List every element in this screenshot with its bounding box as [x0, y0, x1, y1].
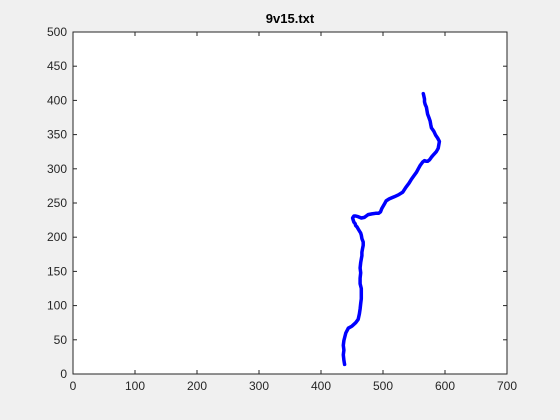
y-tick-label: 0	[60, 367, 67, 381]
x-tick-label: 300	[249, 379, 269, 393]
x-tick-label: 500	[373, 379, 393, 393]
y-tick-label: 150	[47, 264, 67, 278]
x-tick-label: 0	[70, 379, 77, 393]
y-tick-label: 500	[47, 25, 67, 39]
x-tick-label: 100	[125, 379, 145, 393]
y-tick-label: 350	[47, 128, 67, 142]
x-tick-label: 400	[311, 379, 331, 393]
x-tick-label: 700	[497, 379, 517, 393]
chart-title: 9v15.txt	[266, 11, 315, 26]
y-tick-label: 450	[47, 59, 67, 73]
plot-area	[73, 32, 507, 374]
y-tick-label: 300	[47, 162, 67, 176]
series-line-1	[341, 91, 442, 367]
y-tick-label: 400	[47, 93, 67, 107]
y-tick-label: 100	[47, 299, 67, 313]
series-layer	[341, 91, 442, 367]
y-tick-label: 200	[47, 230, 67, 244]
y-tick-label: 250	[47, 196, 67, 210]
axes-layer: 0 100 200 300 400 500 600 700 0 50 100 150 200 250 300…	[47, 25, 517, 393]
y-tick-label: 50	[54, 333, 68, 347]
x-tick-label: 600	[435, 379, 455, 393]
x-tick-label: 200	[187, 379, 207, 393]
